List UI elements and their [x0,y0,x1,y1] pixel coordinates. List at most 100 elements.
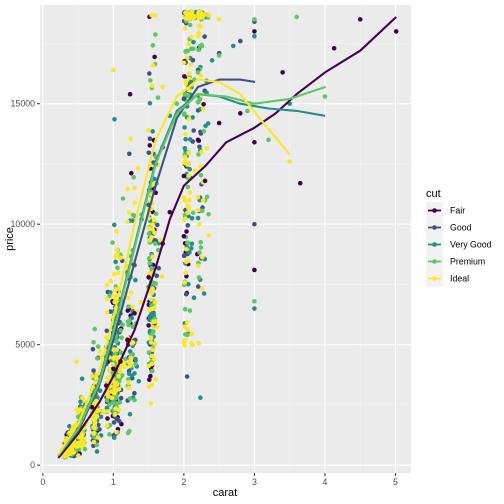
data-point [126,304,131,309]
data-point [182,91,188,97]
data-point [119,335,124,341]
data-point [146,231,152,236]
data-point [150,63,156,68]
y-tick-label: 15000 [11,99,36,109]
legend: cut Fair Good Very Good Premium Ideal [426,188,492,287]
data-point [186,281,191,287]
data-point [187,250,192,255]
data-point [150,324,155,330]
data-point [187,308,193,313]
data-point [182,132,188,137]
smooth-line [57,78,291,455]
data-point [183,270,188,276]
data-point [125,319,131,324]
data-point [252,33,257,39]
data-point [111,435,117,440]
data-point [114,338,119,344]
data-point [216,17,222,22]
data-point [197,222,202,227]
data-point [133,361,138,367]
data-point [92,326,97,332]
data-point [183,291,189,297]
legend-key-point [432,208,437,213]
data-point [130,340,136,345]
data-point [132,390,137,396]
data-point [196,30,201,35]
data-point [116,407,122,412]
data-point [185,332,190,338]
data-point [204,194,210,200]
data-point [196,13,202,19]
data-point [126,385,132,391]
data-point [184,320,190,325]
data-point [189,241,195,246]
data-point [147,100,153,106]
data-point [287,159,292,164]
y-tick-label: 0 [30,460,35,470]
data-point [132,311,137,316]
data-point [199,43,205,49]
data-point [150,347,155,353]
data-point [198,172,204,178]
data-point [127,396,133,401]
data-point [189,216,195,221]
data-point [150,368,155,374]
data-point [97,388,103,394]
x-tick-label: 4 [322,477,327,487]
data-point [357,17,363,22]
data-point [107,293,112,298]
legend-label: Premium [450,257,485,267]
data-point [101,409,106,415]
data-point [198,240,203,245]
data-point [121,361,127,367]
data-point [126,210,132,215]
data-point [200,198,206,203]
x-tick-label: 1 [111,477,116,487]
data-point [114,247,120,253]
data-point [181,173,187,179]
data-point [114,416,120,422]
data-point [150,286,155,292]
data-point [89,405,95,410]
data-point [196,263,201,269]
data-point [125,295,131,301]
data-point [152,13,158,18]
data-point [133,356,138,362]
data-point [216,53,222,58]
data-point [146,323,151,328]
data-point [110,400,116,406]
data-point [148,335,154,341]
data-point [201,102,206,107]
data-point [129,373,135,378]
data-point [146,308,152,313]
data-point [109,395,115,401]
data-point [297,180,303,186]
legend-key-point [432,259,437,264]
data-point [128,136,133,142]
legend-label: Ideal [450,274,469,284]
data-point [185,203,191,208]
data-point [190,115,195,120]
data-point [129,170,134,176]
data-point [189,34,194,40]
data-point [187,197,192,203]
x-axis-title: carat [213,487,237,499]
data-point [150,222,155,227]
data-point [186,93,191,99]
y-tick-label: 5000 [15,340,35,350]
data-point [156,265,161,271]
plot-panel [40,5,411,473]
legend-key-point [432,225,437,230]
data-point [147,314,153,319]
data-point [95,435,101,440]
legend-key-point [432,242,437,247]
data-point [199,208,205,214]
data-point [195,137,201,143]
data-point [252,139,257,145]
data-point [147,377,152,383]
data-point [182,160,187,166]
data-point [252,267,257,273]
data-point [126,380,131,385]
data-point [109,389,114,394]
legend-label: Very Good [450,240,492,250]
